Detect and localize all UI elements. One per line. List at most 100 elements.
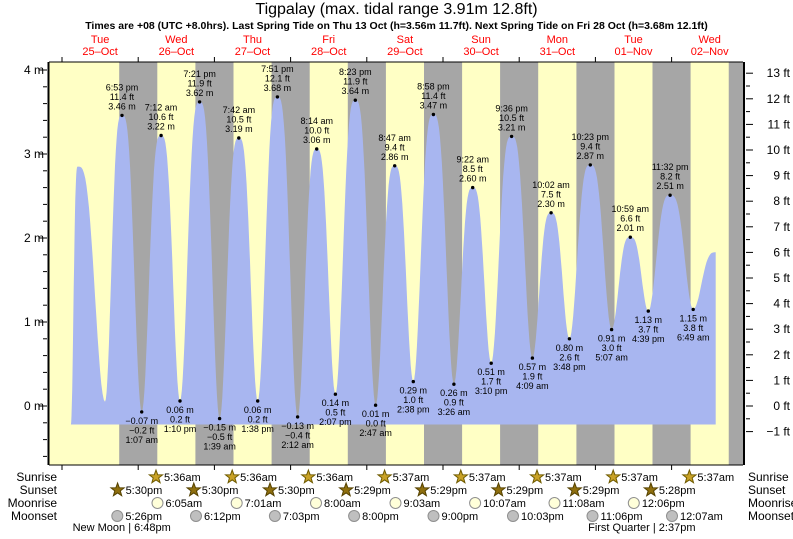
high-tide-annotation-line: 7:12 am (145, 103, 178, 113)
low-tide-annotation-line: 0.51 m (477, 367, 505, 377)
high-tide-annotation-line: 9.4 ft (580, 141, 601, 151)
sunrise-time: 5:37am (469, 472, 506, 484)
day-date: 02–Nov (690, 46, 729, 58)
moonrise-circle-icon (548, 497, 561, 509)
day-date: 26–Oct (158, 46, 195, 58)
row-label-sunrise-right: Sunrise (748, 470, 789, 484)
moonset-circle-icon (348, 510, 361, 522)
high-tide-annotation-line: 10:02 am (532, 180, 570, 190)
sunrise-time: 5:37am (545, 472, 582, 484)
sunrise-marker: 5:36am (224, 468, 277, 484)
high-tide-annotation-line: 9:22 am (456, 155, 489, 165)
low-tide-annotation: 0.57 m1.9 ft4:09 am (516, 356, 549, 391)
moonset-time: 11:06pm (601, 511, 643, 523)
low-tide-annotation-line: 0.5 ft (325, 408, 346, 418)
sunset-time: 5:30pm (278, 485, 315, 497)
tide-extremum-dot (256, 399, 260, 403)
sunset-time: 5:29pm (507, 485, 544, 497)
low-tide-annotation-line: 0.2 ft (170, 414, 191, 424)
high-tide-annotation-line: 11:32 pm (652, 162, 689, 172)
day-name: Wed (165, 34, 188, 46)
high-tide-annotation: 10:02 am7.5 ft2.30 m (532, 180, 570, 215)
moonset-time: 9:00pm (441, 511, 478, 523)
tide-extremum-dot (549, 211, 553, 215)
high-tide-annotation-line: 10.5 ft (226, 115, 252, 125)
high-tide-annotation-line: 6:53 pm (106, 82, 139, 92)
low-tide-annotation-line: 3:26 am (438, 407, 471, 417)
high-tide-annotation: 11:32 pm8.2 ft2.51 m (652, 162, 689, 197)
day-date: 30–Oct (463, 46, 499, 58)
low-tide-annotation-line: −0.2 ft (129, 425, 155, 435)
moonset-circle-icon (507, 510, 519, 522)
row-label-moonrise-right: Moonrise (748, 496, 793, 510)
day-date: 01–Nov (614, 46, 653, 58)
high-tide-annotation-line: 11.9 ft (343, 77, 368, 87)
sunrise-time: 5:36am (240, 472, 277, 484)
low-tide-annotation: 0.06 m0.2 ft1:38 pm (241, 399, 274, 434)
moonrise-time: 7:01am (245, 498, 282, 510)
low-tide-annotation-line: 0.0 ft (366, 419, 387, 429)
moonset-time: 12:07am (680, 511, 723, 523)
tide-extremum-dot (452, 382, 456, 386)
low-tide-annotation-line: 1.0 ft (403, 395, 424, 405)
low-tide-annotation: 0.06 m0.2 ft1:10 pm (164, 399, 197, 434)
moonset-marker: 9:00pm (427, 510, 478, 523)
tide-extremum-dot (120, 113, 124, 118)
tide-extremum-dot (315, 147, 319, 151)
moonset-time: 7:03pm (283, 511, 320, 523)
day-date: 31–Oct (539, 46, 576, 58)
day-label-0: Tue 25–Oct (82, 34, 117, 58)
tide-extremum-dot (411, 379, 415, 384)
moonset-time: 5:26pm (125, 511, 162, 523)
day-name: Wed (698, 34, 721, 46)
high-tide-annotation-line: 3.22 m (147, 122, 175, 132)
sunset-star-icon (338, 481, 355, 497)
tide-extremum-dot (393, 164, 397, 168)
sunset-marker: 5:29pm (566, 481, 619, 497)
moonset-circle-icon (666, 510, 678, 522)
low-tide-annotation-line: −0.07 m (125, 416, 158, 426)
high-tide-annotation-line: 3.21 m (498, 122, 526, 132)
day-name: Sat (396, 34, 414, 46)
day-date: 27–Oct (234, 46, 271, 58)
sunset-star-icon (185, 481, 202, 497)
low-tide-annotation-line: 3.8 ft (683, 323, 704, 333)
sunset-star-icon (261, 481, 278, 497)
day-label-6: Mon 31–Oct (540, 34, 575, 58)
feet-tick-label: −1 ft (766, 425, 790, 439)
moonset-marker: 10:03pm (507, 510, 564, 523)
moonrise-time: 12:06pm (642, 498, 685, 510)
high-tide-annotation-line: 7:42 am (223, 105, 256, 115)
feet-tick-label: 7 ft (773, 220, 790, 234)
high-tide-annotation-line: 8.5 ft (463, 164, 484, 174)
moonset-marker: 5:26pm (111, 510, 162, 523)
low-tide-annotation-line: 6:49 am (677, 332, 710, 342)
high-tide-annotation-line: 2.01 m (617, 223, 645, 233)
high-tide-annotation-line: 6.6 ft (620, 214, 641, 224)
sunrise-star-icon (300, 468, 317, 484)
page-title: Tigpalay (max. tidal range 3.91m 12.8ft) (255, 1, 538, 18)
tide-extremum-dot (668, 193, 672, 197)
feet-tick-label: 6 ft (773, 245, 790, 259)
sunrise-marker: 5:37am (529, 468, 582, 484)
low-tide-annotation-line: 1:10 pm (164, 424, 197, 434)
low-tide-annotation: 0.29 m1.0 ft2:38 pm (397, 379, 430, 415)
low-tide-annotation-line: 0.06 m (244, 405, 272, 415)
tide-extremum-dot (691, 307, 695, 312)
sunrise-time: 5:36am (316, 472, 353, 484)
moon-phase-label: First Quarter | 2:37pm (588, 522, 695, 534)
sunset-marker: 5:28pm (642, 481, 696, 497)
low-tide-annotation-line: −0.15 m (203, 423, 236, 433)
high-tide-annotation-line: 10.0 ft (304, 125, 330, 135)
tide-extremum-dot (646, 309, 650, 313)
low-tide-annotation-line: 5:07 am (595, 353, 628, 363)
tide-area (70, 96, 716, 425)
sunrise-star-icon (605, 468, 622, 484)
low-tide-annotation-line: 1:38 pm (241, 424, 274, 434)
